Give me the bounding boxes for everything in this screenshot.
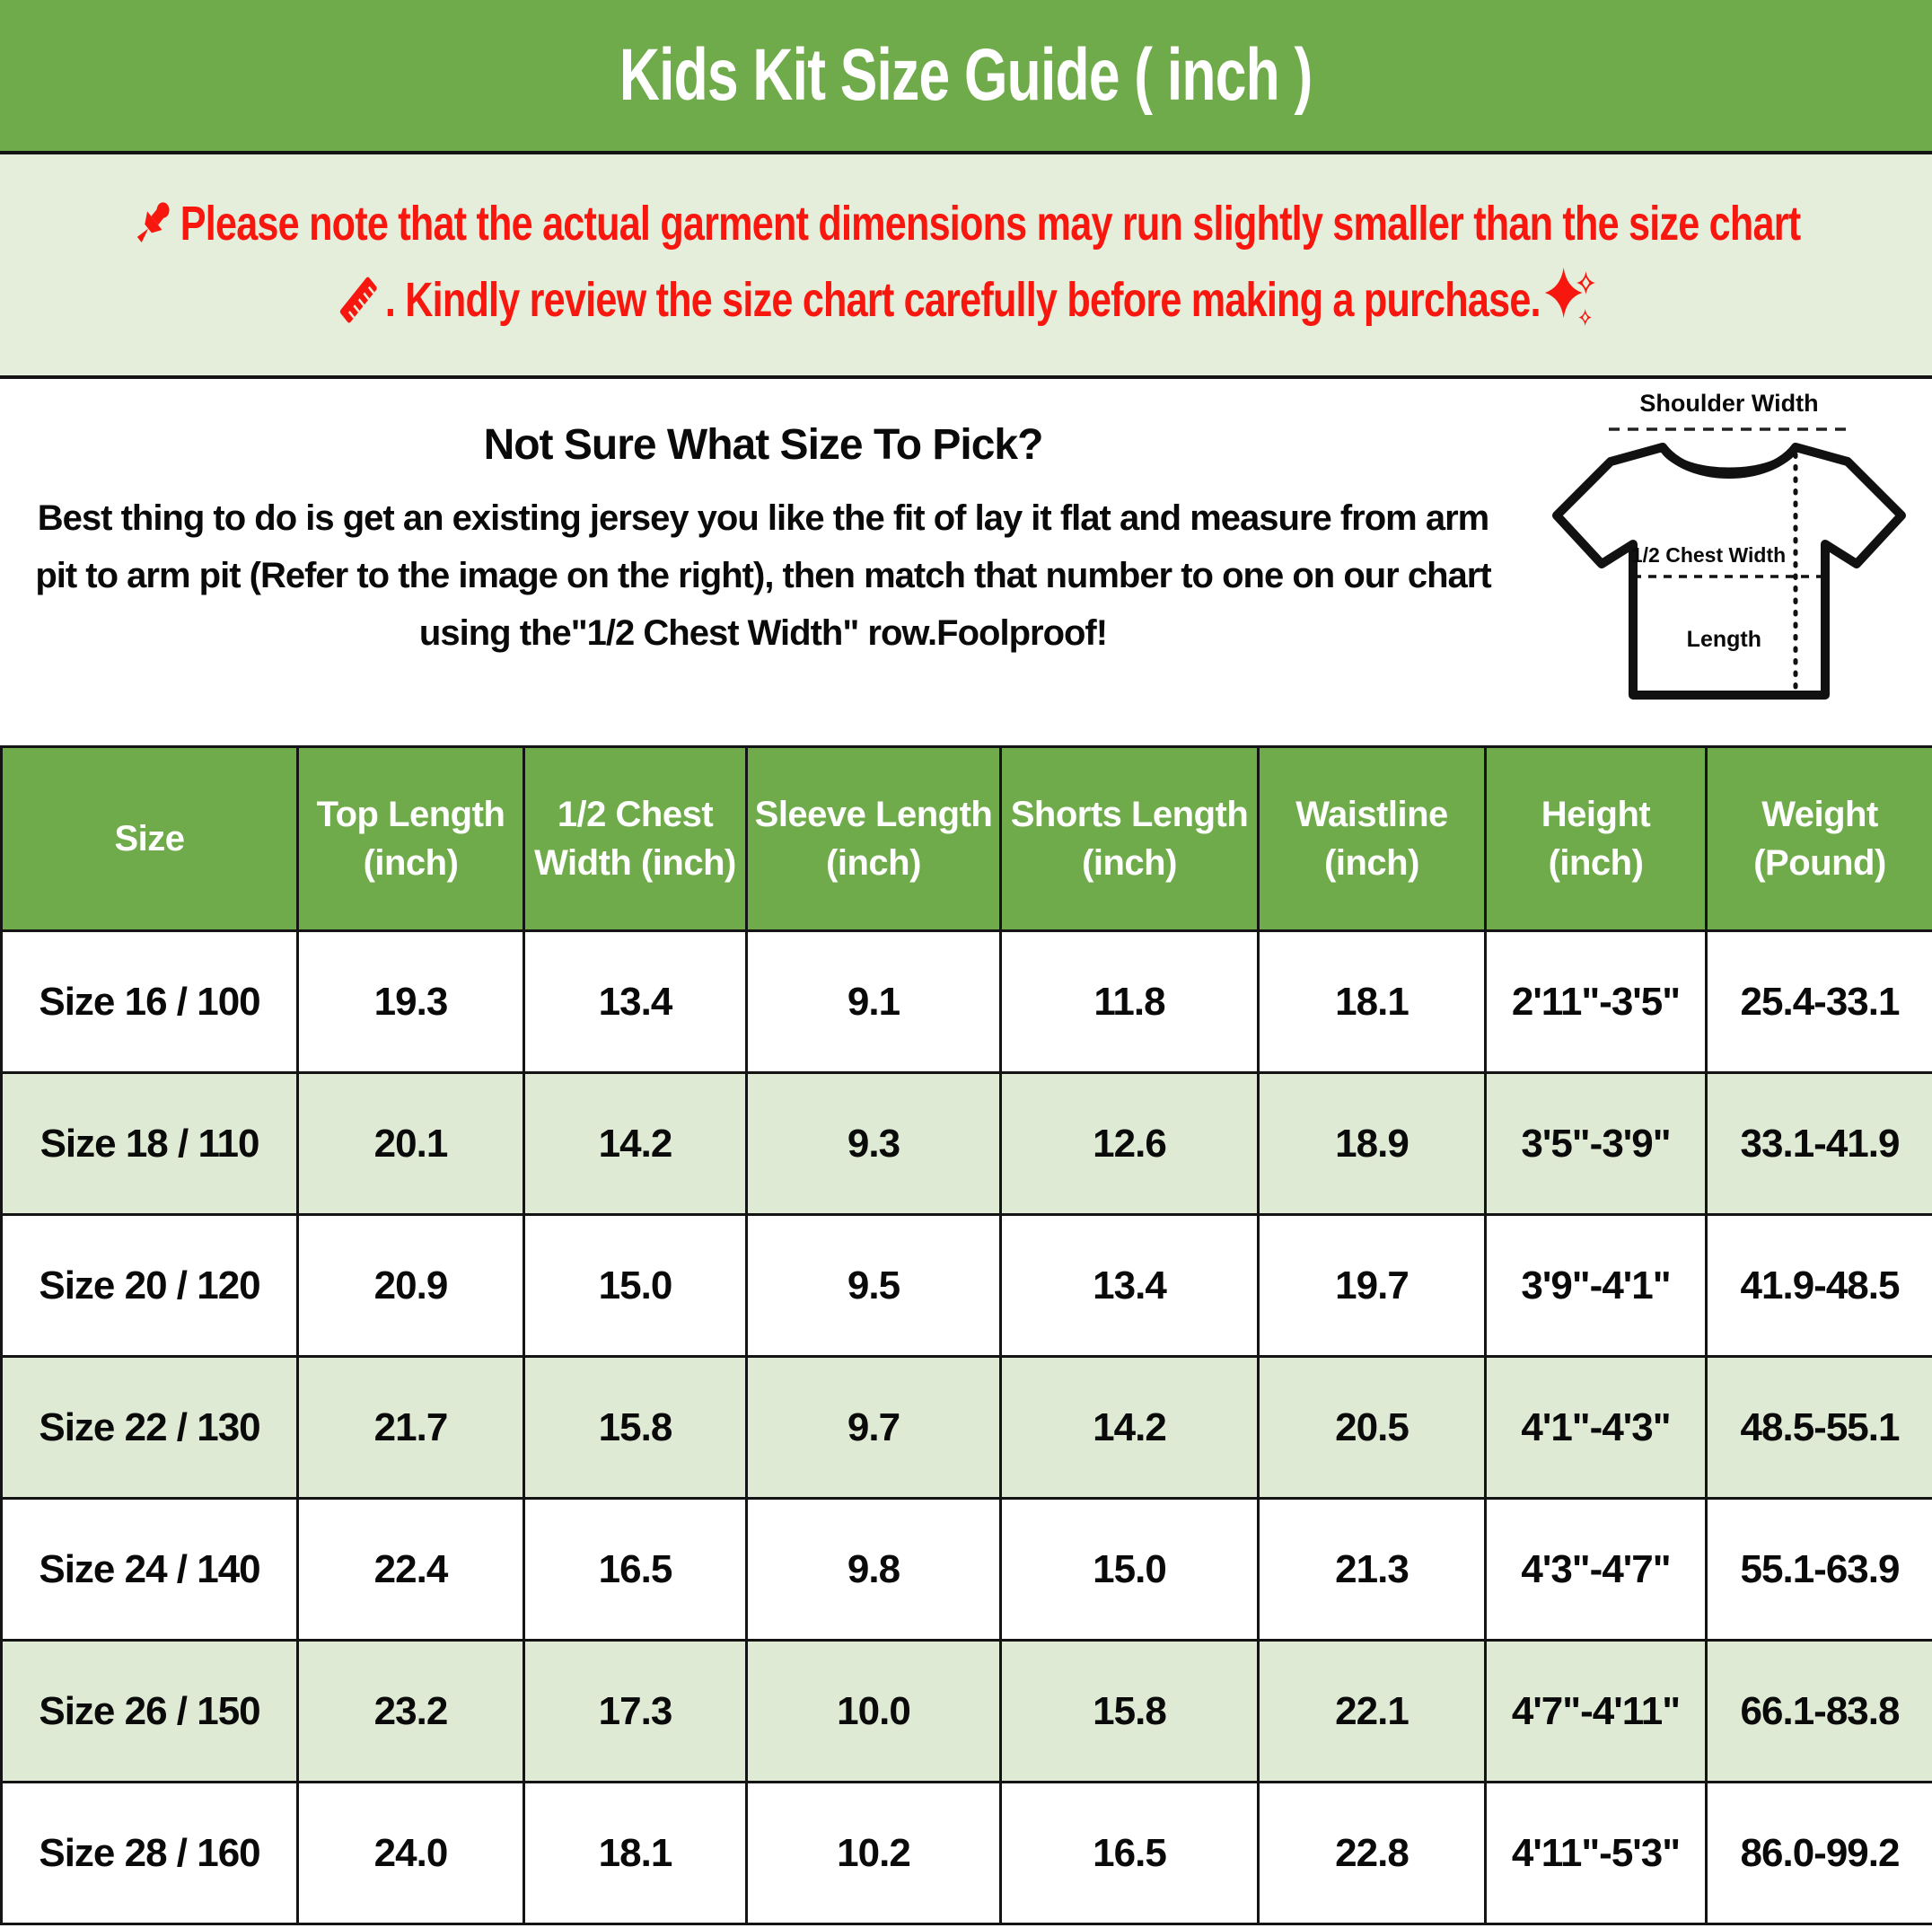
shoulder-width-label: Shoulder Width [1639,390,1818,417]
table-row: Size 24 / 140 22.4 16.5 9.8 15.0 21.3 4'3"-4'7… [0,1497,1932,1642]
size-table-body: Size 16 / 100 19.3 13.4 9.1 11.8 18.1 2'11"-3'… [0,929,1932,1925]
value-cell: 10.2 [745,1781,1002,1925]
tshirt-diagram: Shoulder Width 1/2 Chest Width Length [1526,379,1932,745]
value-cell: 24.0 [296,1781,525,1925]
value-cell: 14.2 [523,1071,748,1216]
value-cell: 4'3"-4'7" [1484,1497,1708,1642]
value-cell: 86.0-99.2 [1705,1781,1932,1925]
value-cell: 3'9"-4'1" [1484,1213,1708,1358]
value-cell: 11.8 [999,929,1260,1074]
size-cell: Size 16 / 100 [0,929,299,1074]
value-cell: 4'7"-4'11" [1484,1639,1708,1783]
value-cell: 17.3 [523,1639,748,1783]
value-cell: 19.7 [1257,1213,1487,1358]
value-cell: 9.8 [745,1497,1002,1642]
table-row: Size 18 / 110 20.1 14.2 9.3 12.6 18.9 3'5"-3'9… [0,1071,1932,1216]
value-cell: 13.4 [523,929,748,1074]
column-header: Size [0,745,299,932]
page-title: Kids Kit Size Guide ( inch ) [619,34,1313,116]
value-cell: 16.5 [523,1497,748,1642]
table-row: Size 16 / 100 19.3 13.4 9.1 11.8 18.1 2'11"-3'… [0,929,1932,1074]
value-cell: 18.1 [523,1781,748,1925]
notice-text-1: Please note that the actual garment dime… [180,197,1801,251]
column-header: 1/2 Chest Width (inch) [523,745,748,932]
size-help-heading: Not Sure What Size To Pick? [483,421,1044,469]
size-cell: Size 26 / 150 [0,1639,299,1783]
size-help-text: Not Sure What Size To Pick? Best thing t… [0,379,1526,745]
value-cell: 9.7 [745,1355,1002,1500]
pushpin-icon [136,202,170,243]
value-cell: 15.0 [523,1213,748,1358]
tshirt-outline [1552,443,1906,700]
column-header: Shorts Length (inch) [999,745,1260,932]
length-label: Length [1687,627,1761,652]
value-cell: 21.3 [1257,1497,1487,1642]
value-cell: 4'11"-5'3" [1484,1781,1708,1925]
value-cell: 15.8 [523,1355,748,1500]
value-cell: 10.0 [745,1639,1002,1783]
size-cell: Size 20 / 120 [0,1213,299,1358]
notice-line-2: . Kindly review the size chart carefully… [336,266,1596,334]
value-cell: 20.5 [1257,1355,1487,1500]
value-cell: 12.6 [999,1071,1260,1216]
value-cell: 3'5"-3'9" [1484,1071,1708,1216]
value-cell: 55.1-63.9 [1705,1497,1932,1642]
notice-line-1: Please note that the actual garment dime… [132,196,1801,251]
table-header-row: Size Top Length (inch) 1/2 Chest Width (in… [0,745,1932,932]
value-cell: 33.1-41.9 [1705,1071,1932,1216]
value-cell: 16.5 [999,1781,1260,1925]
size-cell: Size 22 / 130 [0,1355,299,1500]
value-cell: 9.5 [745,1213,1002,1358]
table-row: Size 20 / 120 20.9 15.0 9.5 13.4 19.7 3'9"-4'1… [0,1213,1932,1358]
size-table: Size Top Length (inch) 1/2 Chest Width (in… [0,745,1932,1925]
value-cell: 4'1"-4'3" [1484,1355,1708,1500]
size-cell: Size 24 / 140 [0,1497,299,1642]
title-bar: Kids Kit Size Guide ( inch ) [0,0,1932,154]
size-cell: Size 18 / 110 [0,1071,299,1216]
column-header: Weight (Pound) [1705,745,1932,932]
ruler-icon [339,277,377,323]
value-cell: 15.0 [999,1497,1260,1642]
chest-width-label: 1/2 Chest Width [1631,543,1786,567]
size-cell: Size 28 / 160 [0,1781,299,1925]
value-cell: 19.3 [296,929,525,1074]
value-cell: 15.8 [999,1639,1260,1783]
column-header: Height (inch) [1484,745,1708,932]
column-header: Top Length (inch) [296,745,525,932]
table-row: Size 22 / 130 21.7 15.8 9.7 14.2 20.5 4'1"-4'3… [0,1355,1932,1500]
table-row: Size 28 / 160 24.0 18.1 10.2 16.5 22.8 4'11"-5… [0,1781,1932,1925]
table-row: Size 26 / 150 23.2 17.3 10.0 15.8 22.1 4'7"-4'… [0,1639,1932,1783]
value-cell: 18.9 [1257,1071,1487,1216]
value-cell: 18.1 [1257,929,1487,1074]
value-cell: 9.3 [745,1071,1002,1216]
notice-text-2: . Kindly review the size chart carefully… [384,273,1541,327]
size-help-section: Not Sure What Size To Pick? Best thing t… [0,379,1932,745]
value-cell: 13.4 [999,1213,1260,1358]
column-header: Sleeve Length (inch) [745,745,1002,932]
notice-banner: Please note that the actual garment dime… [0,154,1932,379]
value-cell: 20.9 [296,1213,525,1358]
sparkles-icon [1544,268,1595,326]
value-cell: 14.2 [999,1355,1260,1500]
value-cell: 2'11"-3'5" [1484,929,1708,1074]
value-cell: 48.5-55.1 [1705,1355,1932,1500]
value-cell: 20.1 [296,1071,525,1216]
value-cell: 23.2 [296,1639,525,1783]
value-cell: 21.7 [296,1355,525,1500]
value-cell: 66.1-83.8 [1705,1639,1932,1783]
value-cell: 41.9-48.5 [1705,1213,1932,1358]
size-help-body: Best thing to do is get an existing jers… [35,498,1491,653]
value-cell: 25.4-33.1 [1705,929,1932,1074]
value-cell: 22.4 [296,1497,525,1642]
value-cell: 22.8 [1257,1781,1487,1925]
value-cell: 9.1 [745,929,1002,1074]
value-cell: 22.1 [1257,1639,1487,1783]
column-header: Waistline (inch) [1257,745,1487,932]
